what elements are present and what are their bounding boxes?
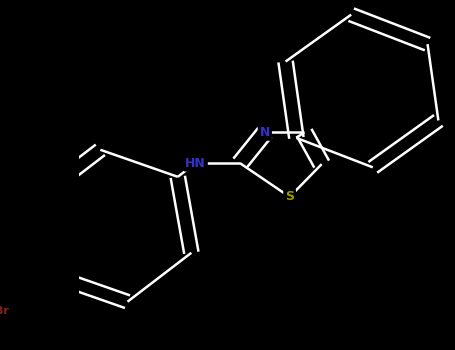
Text: Br: Br — [0, 306, 9, 316]
Text: N: N — [260, 126, 270, 139]
Text: S: S — [285, 190, 294, 203]
Text: HN: HN — [185, 157, 206, 170]
